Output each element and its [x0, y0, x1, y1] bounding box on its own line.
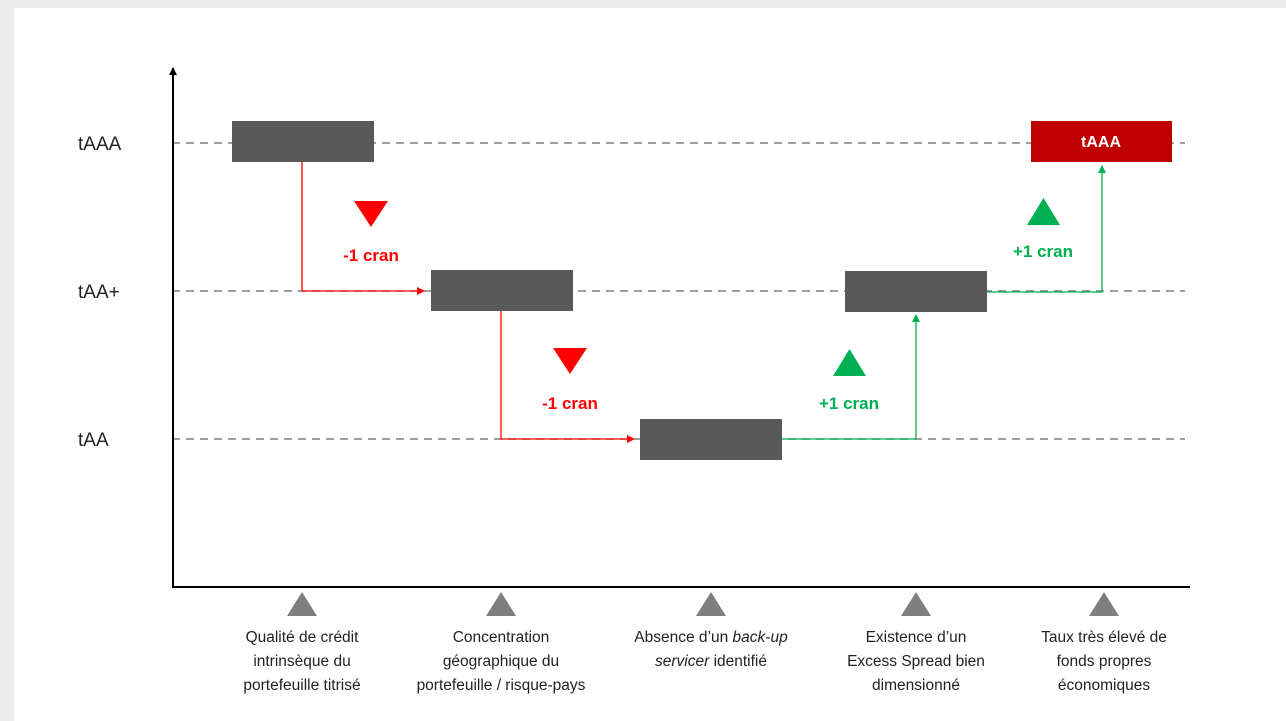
down-triangle-icon	[354, 201, 388, 227]
connector-step-4-to-5	[986, 165, 1106, 293]
factor-marker-icon	[486, 592, 516, 616]
up-triangle-icon	[1027, 198, 1060, 225]
level-label-taa: tAA	[78, 430, 109, 451]
factor-marker-icon	[696, 592, 726, 616]
factor-label-4: Existence d’un Excess Spread bien dimens…	[847, 629, 985, 694]
connector-step-3-to-4	[781, 314, 920, 440]
step-box-3	[640, 419, 782, 460]
final-rating-box	[1031, 121, 1172, 162]
factor-marker-icon	[287, 592, 317, 616]
down-triangle-icon	[553, 348, 587, 374]
adjustment-label-3: +1 cran	[819, 394, 879, 413]
factor-label-3: Absence d’un back-up servicer identifié	[634, 629, 788, 670]
final-rating-label: tAAA	[1081, 134, 1121, 151]
factor-label-1: Qualité de crédit intrinsèque du portefe…	[243, 629, 361, 694]
step-box-1	[232, 121, 374, 162]
up-triangle-icon	[833, 349, 866, 376]
factor-marker-icon	[901, 592, 931, 616]
factor-label-2: Concentration géographique du portefeuil…	[416, 629, 586, 694]
connector-step-2-to-3	[500, 310, 635, 443]
step-box-4	[845, 271, 987, 312]
step-box-2	[431, 270, 573, 311]
factor-marker-icon	[1089, 592, 1119, 616]
adjustment-label-1: -1 cran	[343, 246, 399, 265]
adjustment-label-4: +1 cran	[1013, 242, 1073, 261]
connector-step-1-to-2	[301, 162, 425, 295]
factor-label-5: Taux très élevé de fonds propres économi…	[1041, 629, 1167, 694]
level-label-taaa: tAAA	[78, 134, 122, 155]
level-label-taa-plus: tAA+	[78, 282, 120, 303]
adjustment-label-2: -1 cran	[542, 394, 598, 413]
